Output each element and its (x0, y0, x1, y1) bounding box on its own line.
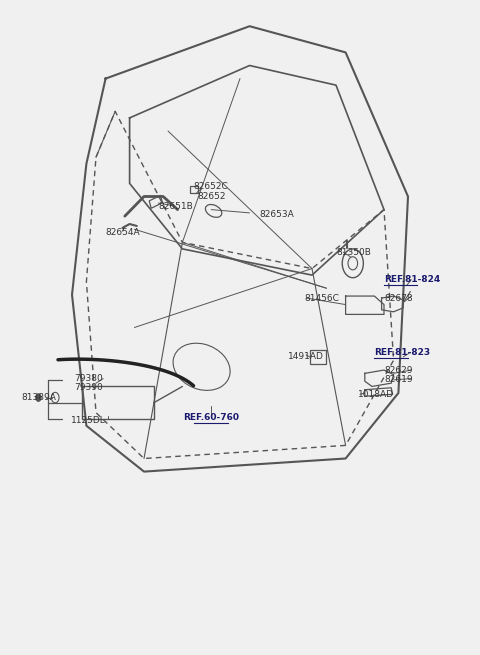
Text: 82654A: 82654A (106, 228, 140, 237)
Text: 82652: 82652 (197, 192, 226, 201)
Text: REF.60-760: REF.60-760 (183, 413, 239, 422)
Text: REF.81-823: REF.81-823 (374, 348, 431, 357)
Text: 82678: 82678 (384, 293, 413, 303)
Text: 1018AD: 1018AD (358, 390, 394, 399)
Bar (310, 350, 326, 364)
Text: 79390: 79390 (74, 383, 103, 392)
Text: 1125DL: 1125DL (72, 416, 106, 425)
Text: 82651B: 82651B (158, 202, 193, 211)
Bar (149, 195, 162, 208)
Text: REF.81-824: REF.81-824 (384, 275, 440, 284)
Text: 82629: 82629 (384, 365, 412, 375)
Text: 81456C: 81456C (305, 293, 340, 303)
Text: 79380: 79380 (74, 374, 103, 383)
Text: 82619: 82619 (384, 375, 413, 384)
Text: 81350B: 81350B (336, 248, 371, 257)
Text: 82653A: 82653A (259, 210, 294, 219)
Text: 82652C: 82652C (194, 182, 228, 191)
Text: 81389A: 81389A (22, 393, 57, 402)
Circle shape (36, 394, 41, 402)
Bar (190, 186, 198, 193)
Text: 1491AD: 1491AD (288, 352, 324, 362)
